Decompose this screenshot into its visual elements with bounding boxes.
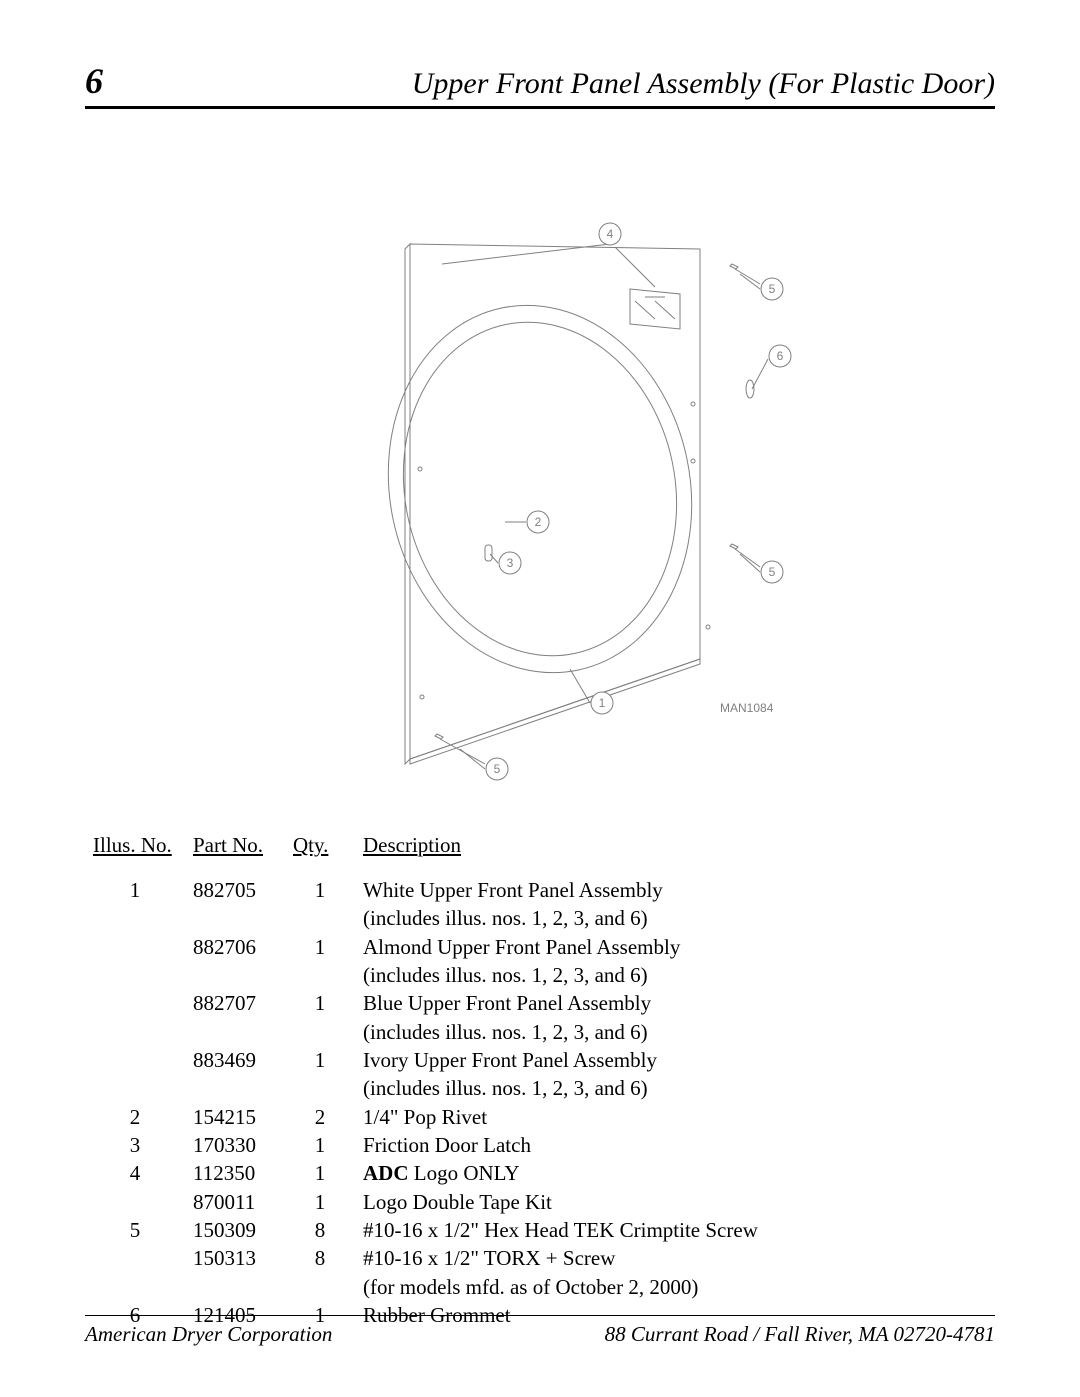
cell-desc: Ivory Upper Front Panel Assembly(include… bbox=[355, 1046, 995, 1103]
footer-address: 88 Currant Road / Fall River, MA 02720-4… bbox=[605, 1322, 995, 1347]
table-row: 215421521/4" Pop Rivet bbox=[85, 1103, 995, 1131]
cell-desc: Friction Door Latch bbox=[355, 1131, 995, 1159]
cell-qty: 1 bbox=[285, 1046, 355, 1103]
cell-desc: Logo Double Tape Kit bbox=[355, 1188, 995, 1216]
col-header-illus: Illus. No. bbox=[85, 829, 185, 876]
cell-illus: 3 bbox=[85, 1131, 185, 1159]
drawing-number: MAN1084 bbox=[720, 701, 774, 715]
cell-desc: Blue Upper Front Panel Assembly(includes… bbox=[355, 989, 995, 1046]
cell-desc: White Upper Front Panel Assembly(include… bbox=[355, 876, 995, 933]
table-row: 8827071Blue Upper Front Panel Assembly(i… bbox=[85, 989, 995, 1046]
cell-illus bbox=[85, 1046, 185, 1103]
table-row: 8827061Almond Upper Front Panel Assembly… bbox=[85, 933, 995, 990]
cell-qty: 8 bbox=[285, 1244, 355, 1301]
cell-qty: 1 bbox=[285, 876, 355, 933]
cell-part: 882706 bbox=[185, 933, 285, 990]
cell-illus bbox=[85, 989, 185, 1046]
callout-label: 1 bbox=[599, 696, 606, 710]
col-header-desc: Description bbox=[355, 829, 995, 876]
table-row: 8700111Logo Double Tape Kit bbox=[85, 1188, 995, 1216]
diagram-container: 1 2 3 4 5 5 5 6 MAN1084 bbox=[85, 149, 995, 799]
page-footer: American Dryer Corporation 88 Currant Ro… bbox=[85, 1315, 995, 1347]
cell-part: 154215 bbox=[185, 1103, 285, 1131]
table-row: 18827051White Upper Front Panel Assembly… bbox=[85, 876, 995, 933]
parts-table: Illus. No. Part No. Qty. Description 188… bbox=[85, 829, 995, 1330]
col-header-qty: Qty. bbox=[285, 829, 355, 876]
cell-desc: Almond Upper Front Panel Assembly(includ… bbox=[355, 933, 995, 990]
cell-part: 150313 bbox=[185, 1244, 285, 1301]
callout-label: 5 bbox=[769, 565, 776, 579]
callout-group: 1 2 3 4 5 5 5 6 bbox=[486, 223, 791, 780]
cell-illus bbox=[85, 1244, 185, 1301]
cell-qty: 8 bbox=[285, 1216, 355, 1244]
table-header-row: Illus. No. Part No. Qty. Description bbox=[85, 829, 995, 876]
cell-illus bbox=[85, 933, 185, 990]
cell-desc: #10-16 x 1/2" TORX + Screw(for models mf… bbox=[355, 1244, 995, 1301]
callout-label: 5 bbox=[769, 282, 776, 296]
table-row: 1503138#10-16 x 1/2" TORX + Screw(for mo… bbox=[85, 1244, 995, 1301]
cell-qty: 1 bbox=[285, 1159, 355, 1187]
cell-qty: 2 bbox=[285, 1103, 355, 1131]
callout-label: 3 bbox=[507, 556, 514, 570]
cell-desc: #10-16 x 1/2" Hex Head TEK Crimptite Scr… bbox=[355, 1216, 995, 1244]
cell-part: 882707 bbox=[185, 989, 285, 1046]
page-title: Upper Front Panel Assembly (For Plastic … bbox=[412, 67, 995, 101]
cell-illus bbox=[85, 1188, 185, 1216]
cell-part: 150309 bbox=[185, 1216, 285, 1244]
cell-illus: 5 bbox=[85, 1216, 185, 1244]
table-row: 41123501ADC Logo ONLY bbox=[85, 1159, 995, 1187]
page-header: 6 Upper Front Panel Assembly (For Plasti… bbox=[85, 60, 995, 109]
col-header-part: Part No. bbox=[185, 829, 285, 876]
table-row: 31703301Friction Door Latch bbox=[85, 1131, 995, 1159]
cell-illus: 4 bbox=[85, 1159, 185, 1187]
page-number: 6 bbox=[85, 60, 103, 102]
callout-label: 6 bbox=[777, 349, 784, 363]
callout-label: 4 bbox=[607, 227, 614, 241]
cell-illus: 2 bbox=[85, 1103, 185, 1131]
cell-part: 883469 bbox=[185, 1046, 285, 1103]
table-row: 51503098#10-16 x 1/2" Hex Head TEK Crimp… bbox=[85, 1216, 995, 1244]
cell-desc: ADC Logo ONLY bbox=[355, 1159, 995, 1187]
callout-label: 5 bbox=[494, 762, 501, 776]
footer-company: American Dryer Corporation bbox=[85, 1322, 332, 1347]
cell-part: 882705 bbox=[185, 876, 285, 933]
callout-label: 2 bbox=[535, 515, 542, 529]
cell-qty: 1 bbox=[285, 933, 355, 990]
cell-qty: 1 bbox=[285, 989, 355, 1046]
cell-desc: 1/4" Pop Rivet bbox=[355, 1103, 995, 1131]
cell-qty: 1 bbox=[285, 1131, 355, 1159]
cell-part: 112350 bbox=[185, 1159, 285, 1187]
table-row: 8834691Ivory Upper Front Panel Assembly(… bbox=[85, 1046, 995, 1103]
cell-qty: 1 bbox=[285, 1188, 355, 1216]
cell-part: 170330 bbox=[185, 1131, 285, 1159]
cell-part: 870011 bbox=[185, 1188, 285, 1216]
panel-assembly-diagram: 1 2 3 4 5 5 5 6 MAN1084 bbox=[260, 149, 820, 799]
cell-illus: 1 bbox=[85, 876, 185, 933]
